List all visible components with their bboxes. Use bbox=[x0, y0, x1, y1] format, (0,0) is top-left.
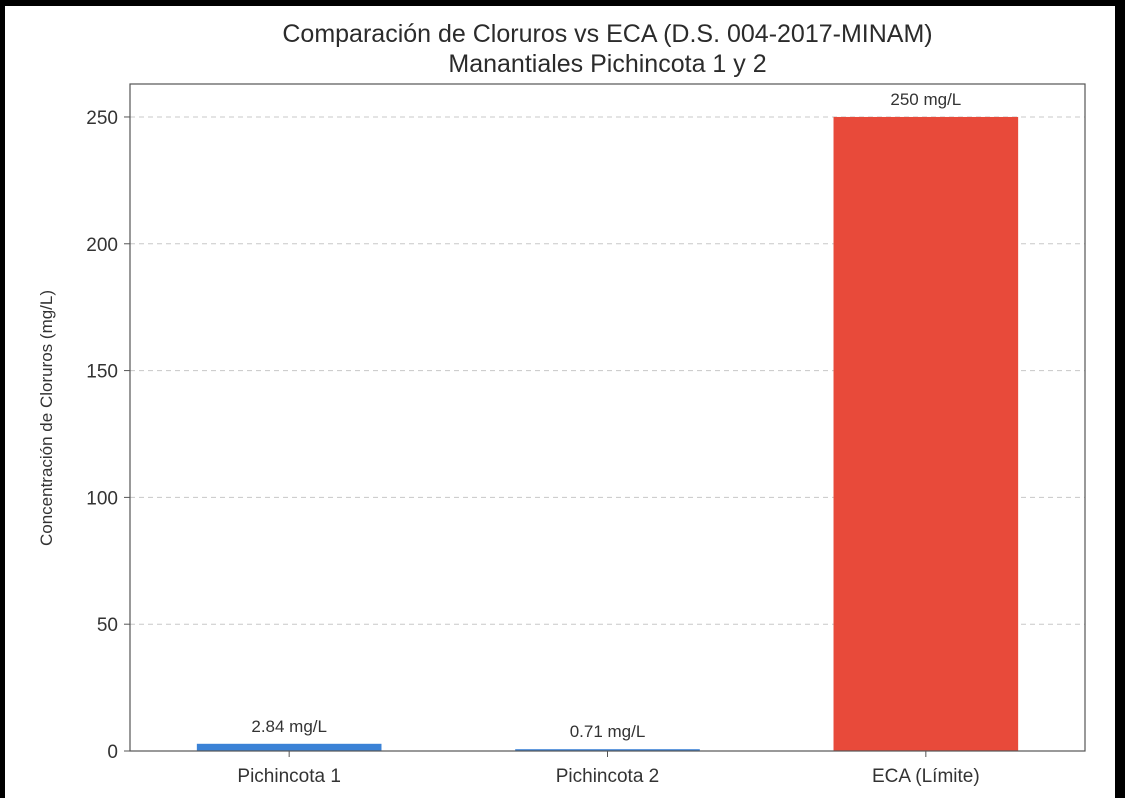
bar-value-label: 0.71 mg/L bbox=[570, 722, 646, 741]
x-tick-label: Pichincota 2 bbox=[556, 766, 660, 787]
y-tick-label: 50 bbox=[97, 615, 118, 636]
labels-layer: 0 50 100 150 200 250 2.84 mg/L Pichincota 1 0.71… bbox=[86, 90, 979, 787]
bar bbox=[833, 116, 1019, 751]
y-tick-label: 150 bbox=[86, 362, 118, 383]
chart-subtitle: Manantiales Pichincota 1 y 2 bbox=[448, 50, 767, 78]
y-tick-label: 250 bbox=[86, 108, 118, 129]
y-tick-label: 0 bbox=[107, 742, 118, 763]
y-tick-label: 200 bbox=[86, 235, 118, 256]
x-tick-label: ECA (Límite) bbox=[872, 766, 980, 787]
bar-value-label: 250 mg/L bbox=[890, 90, 961, 109]
bar bbox=[515, 749, 700, 751]
bars-layer bbox=[196, 116, 1019, 751]
y-tick-label: 100 bbox=[86, 488, 118, 509]
bar bbox=[196, 743, 382, 751]
bar-value-label: 2.84 mg/L bbox=[251, 717, 327, 736]
chart-title: Comparación de Cloruros vs ECA (D.S. 004… bbox=[282, 20, 933, 48]
y-axis-label: Concentración de Cloruros (mg/L) bbox=[37, 290, 56, 546]
x-tick-label: Pichincota 1 bbox=[237, 766, 341, 787]
